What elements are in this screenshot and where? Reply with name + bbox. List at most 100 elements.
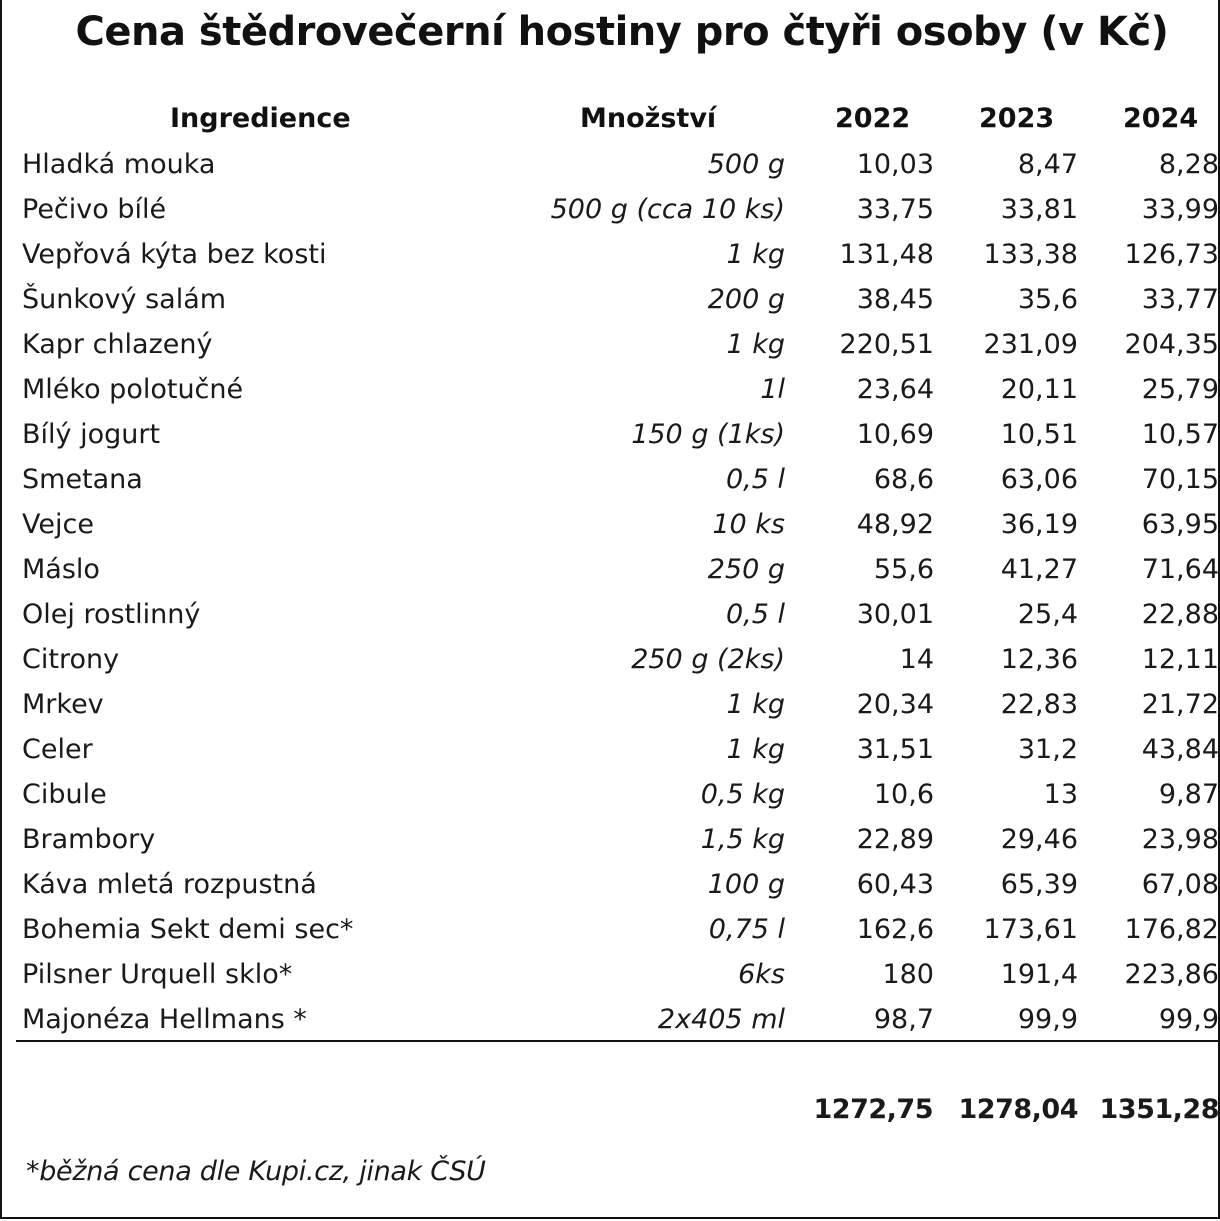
ingredient-name: Bílý jogurt [22, 419, 161, 450]
price-2022-cell: 23,64 [856, 374, 934, 405]
table-row: Smetana 0,5 l 68,6 63,06 70,15 [0, 457, 1220, 502]
price-2024-cell: 126,73 [1124, 239, 1219, 270]
price-2022-cell: 31,51 [856, 734, 934, 765]
price-2024-cell: 99,9 [1158, 1004, 1219, 1035]
table-row: Mrkev 1 kg 20,34 22,83 21,72 [0, 682, 1220, 727]
price-2024-cell: 33,99 [1141, 194, 1219, 225]
price-2024-cell: 71,64 [1141, 554, 1219, 585]
price-2023-cell: 63,06 [1000, 464, 1078, 495]
price-2024-cell: 25,79 [1141, 374, 1219, 405]
price-2023-cell: 8,47 [1017, 149, 1078, 180]
total-2024: 1351,28 [1099, 1094, 1220, 1125]
price-2024-cell: 176,82 [1124, 914, 1219, 945]
total-2023: 1278,04 [958, 1094, 1079, 1125]
price-2023-cell: 33,81 [1000, 194, 1078, 225]
price-2022-cell: 14 [899, 644, 934, 675]
table-row: Pečivo bílé 500 g (cca 10 ks) 33,75 33,81 33… [0, 187, 1220, 232]
table-row: Majonéza Hellmans * 2x405 ml 98,7 99,9 99,9 [0, 997, 1220, 1042]
price-2022-cell: 30,01 [856, 599, 934, 630]
quantity-cell: 1l [760, 374, 785, 405]
price-2024-cell: 70,15 [1141, 464, 1219, 495]
table-row: Hladká mouka 500 g 10,03 8,47 8,28 [0, 142, 1220, 187]
price-2022-cell: 60,43 [856, 869, 934, 900]
page-title: Cena štědrovečerní hostiny pro čtyři oso… [75, 9, 1169, 55]
ingredient-name: Majonéza Hellmans * [22, 1004, 307, 1035]
table-row: Káva mletá rozpustná 100 g 60,43 65,39 67,08 [0, 862, 1220, 907]
table-row: Mléko polotučné 1l 23,64 20,11 25,79 [0, 367, 1220, 412]
column-header-2023: 2023 [979, 103, 1055, 134]
price-2022-cell: 10,6 [873, 779, 934, 810]
table-row: Pilsner Urquell sklo* 6ks 180 191,4 223,86 [0, 952, 1220, 997]
price-2023-cell: 41,27 [1000, 554, 1078, 585]
ingredient-name: Brambory [22, 824, 156, 855]
price-2022-cell: 10,03 [856, 149, 934, 180]
quantity-cell: 0,75 l [708, 914, 785, 945]
price-2023-cell: 13 [1043, 779, 1078, 810]
quantity-cell: 0,5 kg [700, 779, 785, 810]
ingredient-name: Mrkev [22, 689, 104, 720]
price-2023-cell: 35,6 [1017, 284, 1078, 315]
quantity-cell: 1 kg [726, 329, 785, 360]
ingredient-name: Hladká mouka [22, 149, 216, 180]
price-2024-cell: 204,35 [1124, 329, 1219, 360]
price-2022-cell: 68,6 [873, 464, 934, 495]
quantity-cell: 10 ks [712, 509, 785, 540]
ingredient-name: Pečivo bílé [22, 194, 167, 225]
ingredient-name: Olej rostlinný [22, 599, 201, 630]
quantity-cell: 250 g (2ks) [631, 644, 785, 675]
price-2022-cell: 220,51 [839, 329, 934, 360]
price-2022-cell: 48,92 [856, 509, 934, 540]
ingredient-name: Šunkový salám [22, 284, 227, 315]
table-row: Celer 1 kg 31,51 31,2 43,84 [0, 727, 1220, 772]
ingredient-name: Mléko polotučné [22, 374, 244, 405]
quantity-cell: 250 g [707, 554, 785, 585]
quantity-cell: 0,5 l [725, 599, 785, 630]
table-row: Máslo 250 g 55,6 41,27 71,64 [0, 547, 1220, 592]
ingredient-name: Celer [22, 734, 93, 765]
price-2024-cell: 21,72 [1141, 689, 1219, 720]
price-2022-cell: 55,6 [873, 554, 934, 585]
column-header-ingredient: Ingredience [170, 103, 351, 134]
table-row: Cibule 0,5 kg 10,6 13 9,87 [0, 772, 1220, 817]
price-2024-cell: 8,28 [1158, 149, 1219, 180]
ingredient-name: Bohemia Sekt demi sec* [22, 914, 354, 945]
price-2024-cell: 43,84 [1141, 734, 1219, 765]
price-2023-cell: 29,46 [1000, 824, 1078, 855]
source-footnote: *běžná cena dle Kupi.cz, jinak ČSÚ [26, 1156, 486, 1187]
price-2023-cell: 65,39 [1000, 869, 1078, 900]
price-2022-cell: 131,48 [839, 239, 934, 270]
quantity-cell: 100 g [707, 869, 785, 900]
table-row: Bílý jogurt 150 g (1ks) 10,69 10,51 10,57 [0, 412, 1220, 457]
price-2023-cell: 133,38 [983, 239, 1078, 270]
quantity-cell: 500 g (cca 10 ks) [550, 194, 785, 225]
quantity-cell: 0,5 l [725, 464, 785, 495]
price-2024-cell: 10,57 [1141, 419, 1219, 450]
table-row: Kapr chlazený 1 kg 220,51 231,09 204,35 [0, 322, 1220, 367]
quantity-cell: 2x405 ml [657, 1004, 785, 1035]
table-row: Citrony 250 g (2ks) 14 12,36 12,11 [0, 637, 1220, 682]
price-2024-cell: 12,11 [1141, 644, 1219, 675]
ingredient-name: Pilsner Urquell sklo* [22, 959, 293, 990]
price-2023-cell: 99,9 [1017, 1004, 1078, 1035]
price-2022-cell: 33,75 [856, 194, 934, 225]
table-row: Bohemia Sekt demi sec* 0,75 l 162,6 173,61 1… [0, 907, 1220, 952]
price-2022-cell: 162,6 [856, 914, 934, 945]
column-header-quantity: Množství [580, 103, 717, 134]
quantity-cell: 1 kg [726, 689, 785, 720]
table-row: Šunkový salám 200 g 38,45 35,6 33,77 [0, 277, 1220, 322]
price-2022-cell: 22,89 [856, 824, 934, 855]
ingredient-name: Vejce [22, 509, 94, 540]
price-2022-cell: 10,69 [856, 419, 934, 450]
ingredient-name: Máslo [22, 554, 100, 585]
price-2024-cell: 23,98 [1141, 824, 1219, 855]
price-2022-cell: 38,45 [856, 284, 934, 315]
quantity-cell: 200 g [707, 284, 785, 315]
price-2023-cell: 231,09 [983, 329, 1078, 360]
price-2024-cell: 9,87 [1158, 779, 1219, 810]
ingredient-name: Vepřová kýta bez kosti [22, 239, 327, 270]
quantity-cell: 1 kg [726, 239, 785, 270]
column-header-2024: 2024 [1123, 103, 1199, 134]
price-2023-cell: 25,4 [1017, 599, 1078, 630]
quantity-cell: 150 g (1ks) [631, 419, 785, 450]
